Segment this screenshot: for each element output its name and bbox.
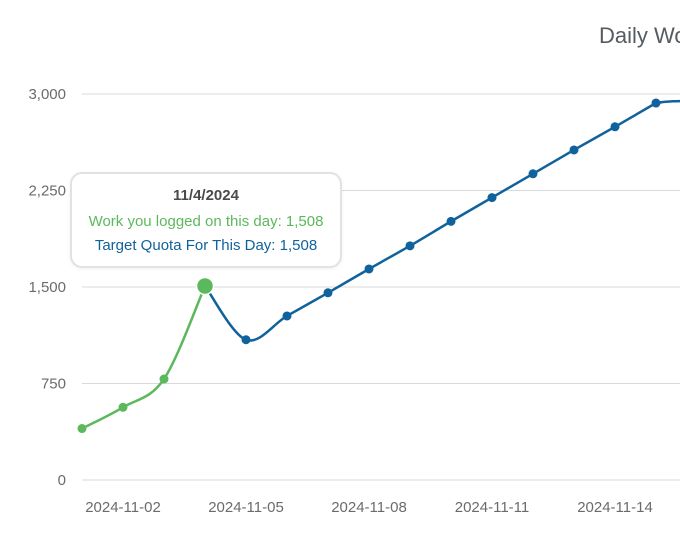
data-point[interactable] [528, 169, 538, 179]
data-point[interactable] [159, 374, 169, 384]
tooltip-date: 11/4/2024 [173, 187, 239, 204]
tooltip-logged-value: Work you logged on this day: 1,508 [88, 213, 324, 230]
data-point[interactable] [241, 335, 251, 345]
data-point[interactable] [651, 98, 661, 108]
data-point[interactable] [364, 264, 374, 274]
data-point[interactable] [610, 122, 620, 132]
y-axis-ticks: 0 750 1,500 2,250 3,000 [28, 86, 66, 489]
x-tick-label: 2024-11-08 [331, 499, 407, 516]
x-tick-label: 2024-11-02 [85, 499, 161, 516]
data-point[interactable] [77, 424, 87, 434]
y-tick-label: 0 [58, 472, 66, 489]
hovered-data-point[interactable] [195, 276, 215, 296]
y-tick-label: 1,500 [28, 279, 66, 296]
y-tick-label: 3,000 [28, 86, 66, 103]
grid-lines [82, 93, 680, 481]
x-axis-ticks: 2024-11-02 2024-11-05 2024-11-08 2024-11-11… [85, 499, 653, 516]
data-point[interactable] [405, 241, 415, 251]
data-point[interactable] [569, 145, 579, 155]
y-tick-label: 750 [41, 376, 66, 393]
chart-tooltip: 11/4/2024 Work you logged on this day: 1… [70, 172, 342, 268]
series-line [81, 285, 207, 430]
data-point[interactable] [282, 311, 292, 321]
x-tick-label: 2024-11-14 [577, 499, 653, 516]
tooltip-target-value: Target Quota For This Day: 1,508 [94, 237, 318, 254]
x-tick-label: 2024-11-11 [455, 499, 530, 516]
data-point[interactable] [446, 216, 456, 226]
data-point[interactable] [487, 193, 497, 203]
series-points[interactable] [77, 98, 661, 434]
data-point[interactable] [118, 402, 128, 412]
x-tick-label: 2024-11-05 [208, 499, 284, 516]
chart-title: Daily Wo [599, 23, 680, 48]
y-tick-label: 2,250 [28, 183, 66, 200]
data-point[interactable] [323, 288, 333, 298]
